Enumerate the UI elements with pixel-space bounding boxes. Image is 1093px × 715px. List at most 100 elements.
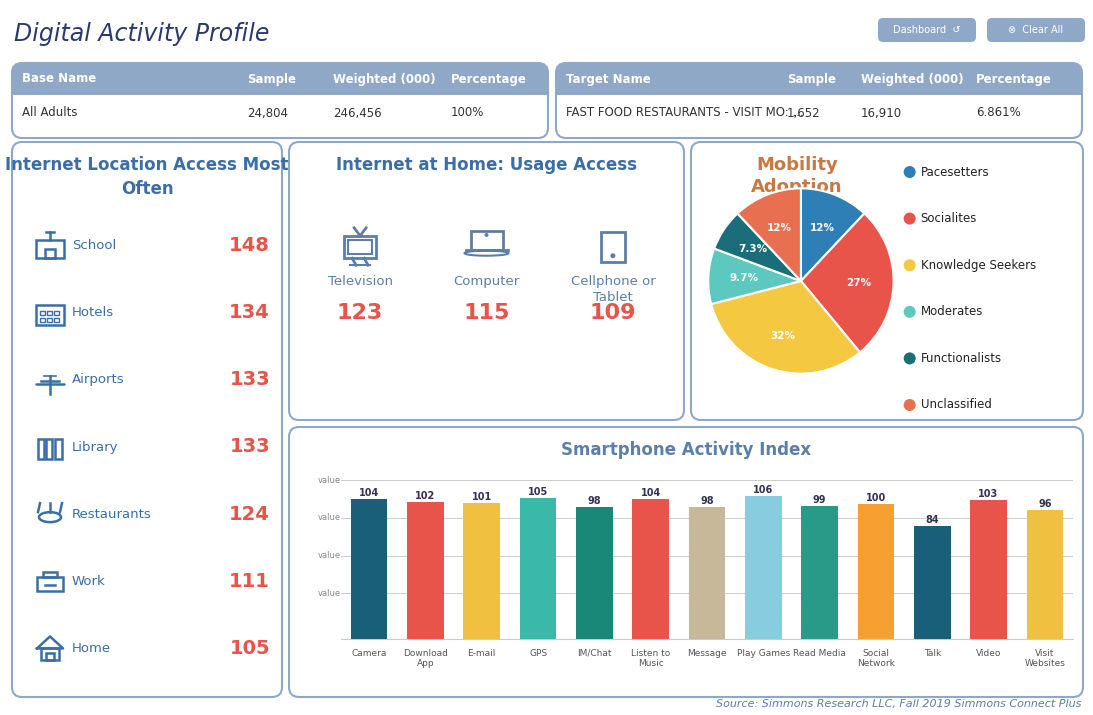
Bar [43, 572, 57, 577]
Text: Airports: Airports [72, 373, 125, 386]
Text: 105: 105 [528, 487, 549, 497]
Wedge shape [708, 249, 801, 304]
Text: 115: 115 [463, 303, 509, 323]
Text: value: value [318, 588, 341, 598]
FancyBboxPatch shape [12, 63, 548, 95]
Text: Dashboard  ↺: Dashboard ↺ [893, 25, 961, 35]
Text: 1,652: 1,652 [787, 107, 821, 119]
Wedge shape [712, 281, 860, 374]
Text: Unclassified: Unclassified [920, 398, 991, 412]
Text: 123: 123 [337, 303, 384, 323]
Bar [601, 232, 625, 262]
Text: 16,910: 16,910 [860, 107, 902, 119]
Bar [36, 305, 64, 325]
Bar [633, 499, 669, 639]
Text: value: value [318, 513, 341, 523]
Text: 27%: 27% [846, 278, 871, 288]
Bar [689, 507, 726, 639]
Circle shape [484, 233, 489, 237]
Text: 133: 133 [230, 438, 270, 456]
Text: Target Name: Target Name [566, 72, 650, 86]
Bar [470, 231, 503, 250]
Text: Cellphone or
Tablet: Cellphone or Tablet [571, 275, 656, 304]
Bar [46, 654, 54, 661]
Text: 133: 133 [230, 370, 270, 390]
Text: 100%: 100% [450, 107, 484, 119]
Text: Sample: Sample [787, 72, 836, 86]
Bar [914, 526, 951, 639]
Bar [858, 504, 894, 639]
Text: 103: 103 [978, 489, 999, 499]
Text: 101: 101 [472, 492, 492, 502]
Text: 7.3%: 7.3% [739, 244, 767, 254]
Text: value: value [318, 551, 341, 560]
Text: Computer: Computer [454, 275, 519, 288]
Bar [37, 577, 63, 591]
Text: 104: 104 [640, 488, 661, 498]
Text: Restaurants: Restaurants [72, 508, 152, 521]
FancyBboxPatch shape [556, 63, 1082, 138]
Text: Base Name: Base Name [22, 72, 96, 86]
Text: 98: 98 [588, 496, 601, 506]
Text: Functionalists: Functionalists [920, 352, 1002, 365]
Text: Digital Activity Profile: Digital Activity Profile [14, 22, 269, 46]
Wedge shape [801, 188, 865, 281]
Text: 106: 106 [753, 485, 774, 495]
Text: Internet Location Access Most
Often: Internet Location Access Most Often [5, 156, 289, 197]
Text: Television: Television [328, 275, 392, 288]
Text: 111: 111 [230, 572, 270, 591]
Wedge shape [738, 188, 801, 281]
Text: Hotels: Hotels [72, 306, 114, 319]
Bar [12, 79, 548, 95]
Bar [801, 506, 838, 639]
Bar [36, 240, 64, 257]
Text: 105: 105 [230, 639, 270, 658]
FancyBboxPatch shape [12, 142, 282, 697]
Bar [42, 649, 59, 661]
Text: All Adults: All Adults [22, 107, 78, 119]
Text: Knowledge Seekers: Knowledge Seekers [920, 259, 1036, 272]
FancyBboxPatch shape [289, 142, 684, 420]
Circle shape [904, 212, 916, 225]
Bar [55, 439, 62, 459]
Bar [576, 507, 613, 639]
Text: Work: Work [72, 575, 106, 588]
Text: Mobility
Adoption: Mobility Adoption [751, 156, 843, 196]
Bar [463, 503, 501, 639]
Text: 104: 104 [359, 488, 379, 498]
Wedge shape [801, 214, 894, 352]
FancyBboxPatch shape [691, 142, 1083, 420]
Text: 148: 148 [230, 236, 270, 255]
Circle shape [904, 306, 916, 317]
Text: School: School [72, 239, 116, 252]
Bar [556, 79, 1082, 95]
Text: ⊗  Clear All: ⊗ Clear All [1009, 25, 1063, 35]
Text: value: value [318, 475, 341, 485]
FancyBboxPatch shape [12, 63, 548, 138]
Text: 134: 134 [230, 303, 270, 322]
Bar [520, 498, 556, 639]
Bar [40, 311, 45, 315]
Text: 124: 124 [230, 505, 270, 523]
Bar [348, 240, 372, 255]
FancyBboxPatch shape [878, 18, 976, 42]
Text: Sample: Sample [247, 72, 296, 86]
Text: Smartphone Activity Index: Smartphone Activity Index [561, 441, 811, 459]
Text: 109: 109 [589, 303, 636, 323]
Text: 96: 96 [1038, 498, 1051, 508]
Bar [45, 249, 55, 257]
Text: 102: 102 [415, 490, 436, 500]
Wedge shape [714, 214, 801, 281]
Text: 246,456: 246,456 [333, 107, 381, 119]
Text: Weighted (000): Weighted (000) [860, 72, 963, 86]
Text: 84: 84 [926, 515, 939, 525]
Bar [47, 317, 52, 322]
Text: 9.7%: 9.7% [729, 273, 759, 283]
Text: Socialites: Socialites [920, 212, 977, 225]
Bar [40, 317, 45, 322]
Bar [745, 496, 781, 639]
Text: Source: Simmons Research LLC, Fall 2019 Simmons Connect Plus: Source: Simmons Research LLC, Fall 2019 … [716, 699, 1081, 709]
Text: 98: 98 [701, 496, 714, 506]
FancyBboxPatch shape [289, 427, 1083, 697]
Bar [351, 499, 387, 639]
